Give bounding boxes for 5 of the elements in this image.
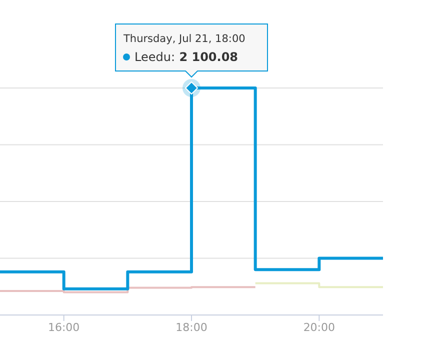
text: Thursday, Jul 21, 18:00	[122, 33, 246, 45]
annotation: Leedu: 2 100.08	[134, 50, 238, 64]
x-tick-label: 20:00	[303, 320, 336, 334]
x-tick-label: 16:00	[48, 320, 80, 334]
x-tick-label: 18:00	[176, 320, 208, 334]
